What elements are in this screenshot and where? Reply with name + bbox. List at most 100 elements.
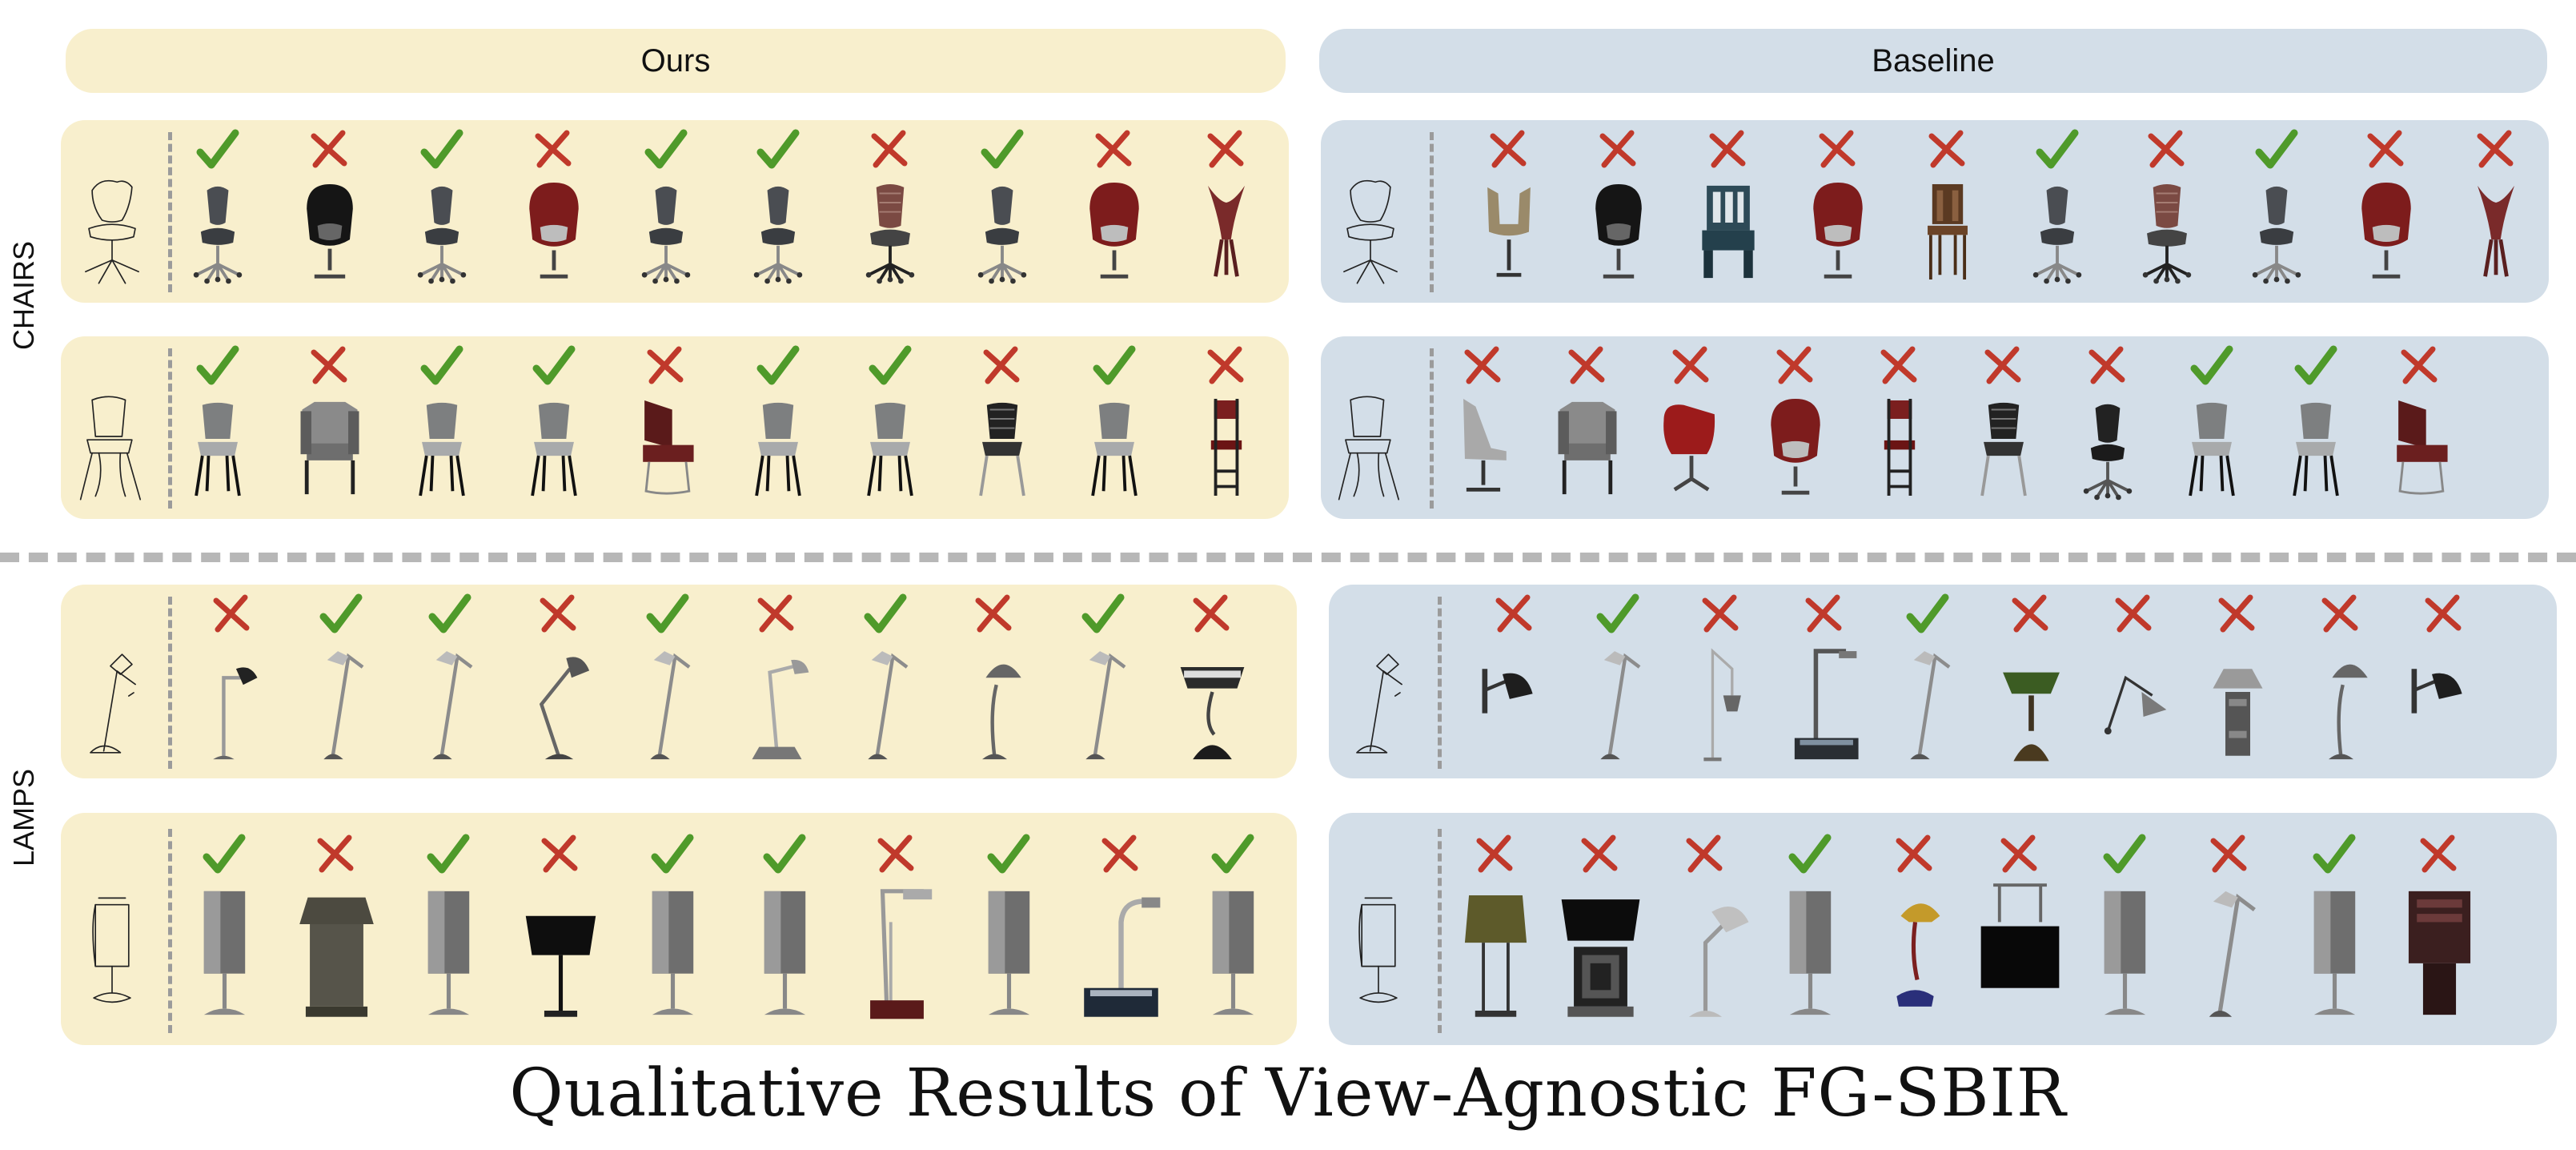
retrieved-dome-lamp — [2297, 642, 2385, 766]
cross-mark-icon — [536, 593, 581, 638]
retrieved-swivel-chair-grey — [179, 178, 256, 286]
check-mark-icon — [644, 128, 688, 174]
query-sketch — [70, 877, 154, 1029]
check-mark-icon — [863, 593, 908, 638]
cross-mark-icon — [1473, 833, 1518, 879]
retrieved-armchair-grey — [1549, 394, 1626, 502]
retrieved-cylinder-lamp — [2073, 881, 2177, 1025]
check-mark-icon — [868, 344, 913, 390]
baseline-header: Baseline — [1319, 29, 2547, 93]
retrieved-swivel-chair-black — [2069, 394, 2146, 502]
retrieved-arm-lamp — [1574, 642, 1663, 766]
retrieved-swivel-chair-grey — [964, 178, 1041, 286]
cross-mark-icon — [1190, 593, 1234, 638]
retrieved-cylinder-lamp — [1182, 881, 1285, 1025]
check-mark-icon — [195, 344, 240, 390]
cross-mark-icon — [1773, 344, 1818, 390]
retrieved-pagoda-lamp — [2193, 642, 2282, 766]
cross-mark-icon — [210, 593, 255, 638]
check-mark-icon — [419, 344, 464, 390]
cross-mark-icon — [1802, 593, 1847, 638]
check-mark-icon — [2293, 344, 2338, 390]
figure-title: Qualitative Results of View-Agnostic FG-… — [509, 1056, 2067, 1132]
chairs-label: CHAIRS — [7, 240, 40, 351]
retrieved-cylinder-lamp — [733, 881, 837, 1025]
check-mark-icon — [2189, 344, 2234, 390]
check-mark-icon — [427, 593, 472, 638]
retrieved-tall-strip-lamp — [845, 881, 949, 1025]
cross-mark-icon — [1892, 833, 1937, 879]
check-mark-icon — [2035, 128, 2080, 174]
query-separator — [1430, 348, 1434, 509]
cross-mark-icon — [1925, 128, 1970, 174]
check-mark-icon — [650, 833, 695, 879]
cross-mark-icon — [874, 833, 919, 879]
cross-mark-icon — [1492, 593, 1537, 638]
retrieved-wall-spot-lamp — [1471, 642, 1559, 766]
retrieved-floor-cone-lamp — [2090, 642, 2179, 766]
retrieved-stack-chair-grey — [2277, 394, 2354, 502]
retrieved-lounge-chair-maroon — [628, 394, 704, 502]
retrieved-mushroom-lamp — [1654, 881, 1757, 1025]
cross-mark-icon — [1683, 833, 1727, 879]
cross-mark-icon — [2207, 833, 2252, 879]
ours-header: Ours — [66, 29, 1286, 93]
retrieved-lounge-chair-maroon — [2381, 394, 2458, 502]
retrieved-swivel-chair-grey — [2019, 178, 2096, 286]
retrieved-cylinder-lamp — [621, 881, 724, 1025]
retrieved-stack-chair-grey — [179, 394, 256, 502]
cross-mark-icon — [1981, 344, 2026, 390]
cross-mark-icon — [868, 128, 913, 174]
retrieved-arm-lamp — [841, 642, 930, 766]
cross-mark-icon — [307, 128, 352, 174]
query-separator — [1438, 829, 1442, 1033]
cross-mark-icon — [2008, 593, 2053, 638]
retrieved-cylinder-lamp — [1759, 881, 1862, 1025]
cross-mark-icon — [2215, 593, 2260, 638]
query-sketch — [70, 390, 154, 506]
cross-mark-icon — [980, 344, 1025, 390]
retrieved-lounge-chair-tan — [1471, 178, 1547, 286]
retrieved-hanging-box-lamp — [1968, 881, 2072, 1025]
ours-header-label: Ours — [640, 42, 711, 78]
category-divider — [0, 553, 2576, 562]
cross-mark-icon — [532, 128, 576, 174]
query-sketch — [1337, 638, 1420, 770]
baseline-panel-lamps-1 — [1329, 585, 2557, 778]
check-mark-icon — [319, 593, 363, 638]
retrieved-stack-chair-grey — [852, 394, 929, 502]
cross-mark-icon — [2474, 128, 2518, 174]
cross-mark-icon — [2318, 593, 2363, 638]
cross-mark-icon — [307, 344, 352, 390]
retrieved-bankers-lamp-black — [1168, 642, 1257, 766]
query-separator — [168, 132, 172, 292]
cross-mark-icon — [644, 344, 688, 390]
retrieved-gooseneck-lamp — [1069, 881, 1173, 1025]
ours-panel-chairs-2 — [61, 336, 1289, 519]
cross-mark-icon — [972, 593, 1017, 638]
cross-mark-icon — [1997, 833, 2042, 879]
query-sketch — [70, 638, 154, 770]
retrieved-egg-chair-red — [516, 178, 592, 286]
retrieved-swivel-chair-grey — [403, 178, 480, 286]
retrieved-brown-box-lamp — [2388, 881, 2491, 1025]
retrieved-egg-chair-red — [2348, 178, 2425, 286]
retrieved-table-lamp-box — [285, 881, 388, 1025]
retrieved-arm-lamp — [624, 642, 712, 766]
check-mark-icon — [756, 344, 800, 390]
cross-mark-icon — [2397, 344, 2442, 390]
retrieved-wall-spot-lamp — [2400, 642, 2489, 766]
check-mark-icon — [645, 593, 690, 638]
retrieved-wooden-chair — [1909, 178, 1986, 286]
cross-mark-icon — [1699, 593, 1743, 638]
cross-mark-icon — [1565, 344, 1610, 390]
cross-mark-icon — [2364, 128, 2409, 174]
retrieved-egg-chair-black — [291, 178, 368, 286]
check-mark-icon — [2102, 833, 2147, 879]
retrieved-architect-lamp — [515, 642, 604, 766]
cross-mark-icon — [1487, 128, 1531, 174]
cross-mark-icon — [1877, 344, 1922, 390]
check-mark-icon — [2254, 128, 2299, 174]
retrieved-stack-chair-black — [1965, 394, 2042, 502]
retrieved-desk-lamp-short — [188, 642, 277, 766]
